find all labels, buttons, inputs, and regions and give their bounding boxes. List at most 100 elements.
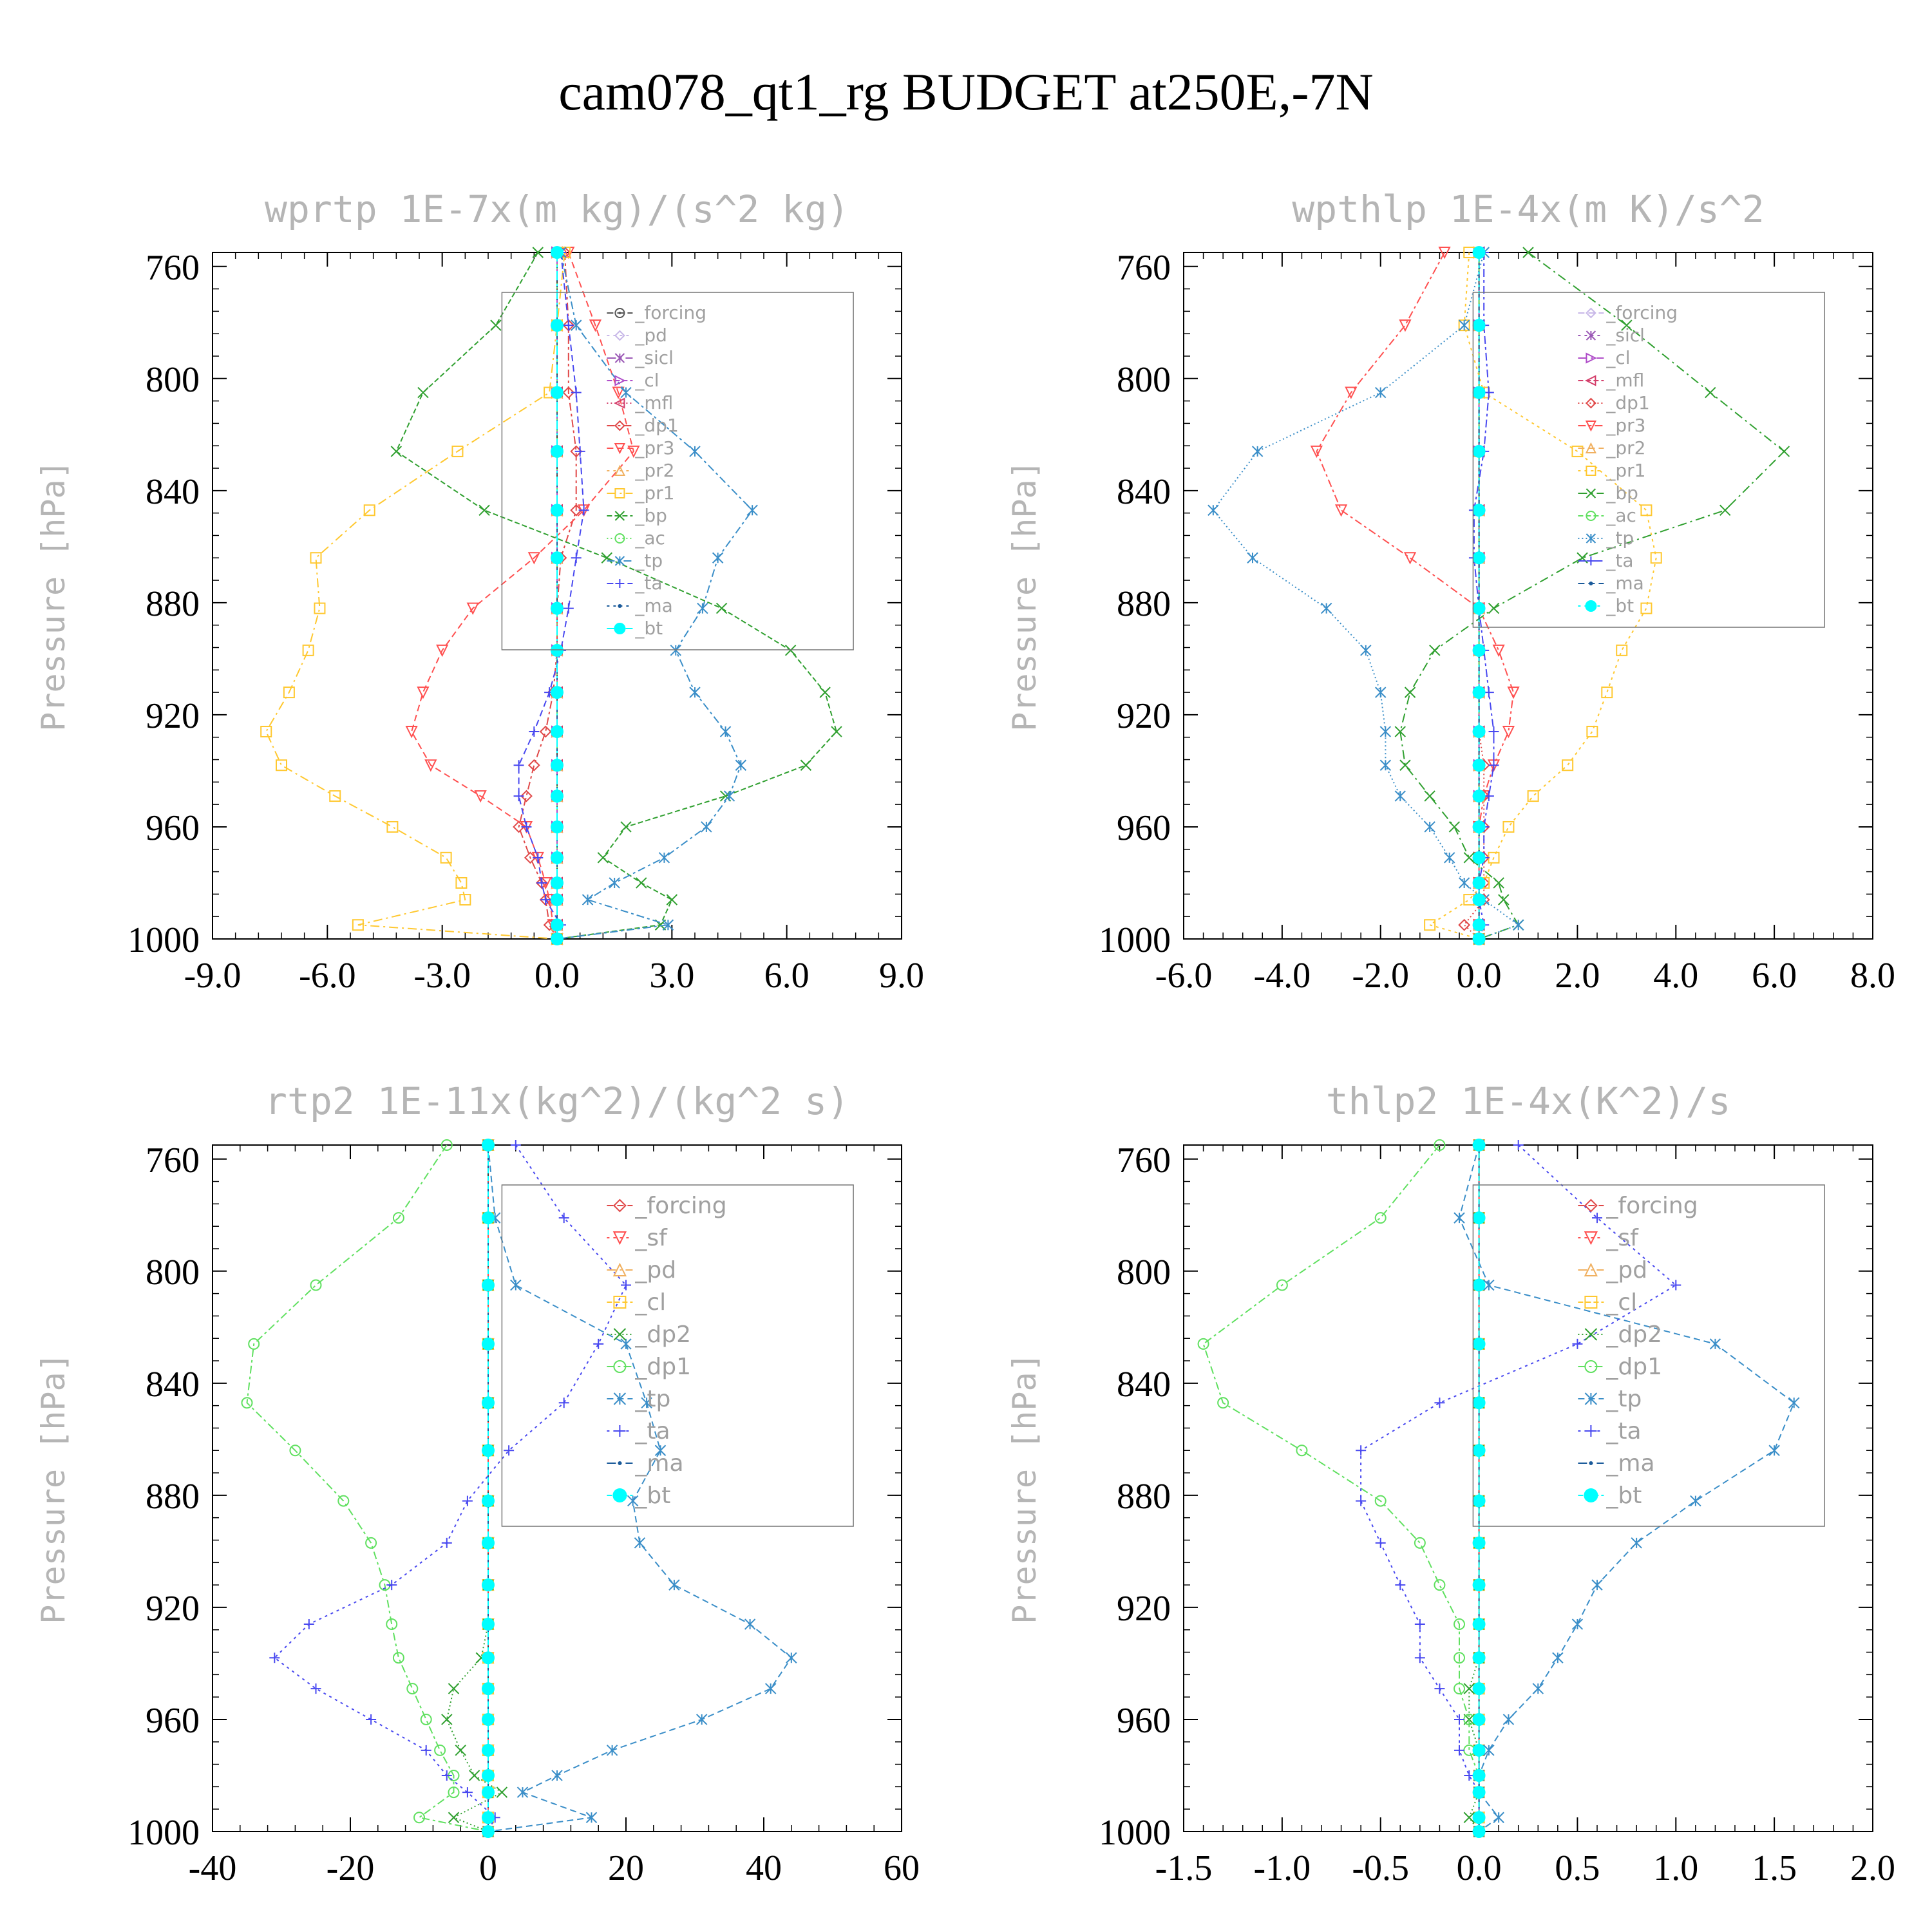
data-point <box>248 1338 260 1350</box>
data-point <box>1493 1812 1504 1823</box>
legend-marker <box>1586 488 1596 498</box>
data-point <box>764 1683 777 1694</box>
legend-marker <box>614 353 625 363</box>
data-point <box>474 790 487 803</box>
x-tick-label: 6.0 <box>1752 956 1797 996</box>
data-point <box>1472 759 1486 772</box>
data-point <box>658 852 670 864</box>
data-point <box>1463 1683 1475 1694</box>
x-tick-label: -6.0 <box>1155 956 1213 996</box>
panel-thlp2: thlp2 1E-4x(K^2)/s Pressure [hPa] -1.5 -1.0… <box>1006 1079 1895 1888</box>
data-point <box>421 1745 431 1756</box>
legend-entry: _forcing <box>1578 302 1678 323</box>
legend-label: _dp2 <box>634 1321 691 1348</box>
data-point <box>1472 876 1486 889</box>
data-point <box>1472 1278 1486 1292</box>
data-point <box>482 1536 495 1549</box>
data-point <box>1375 687 1387 698</box>
data-point <box>1472 1618 1486 1631</box>
data-point <box>746 504 758 516</box>
legend-entry: _cl <box>1578 347 1631 368</box>
legend-marker <box>1584 1488 1598 1502</box>
data-point <box>1472 918 1486 932</box>
y-tick-label: 1000 <box>1099 920 1171 960</box>
data-point <box>436 644 449 658</box>
series-bp <box>1394 247 1790 945</box>
legend-entry: _pd <box>607 1257 676 1283</box>
data-point <box>521 821 532 832</box>
data-point <box>551 319 564 332</box>
data-point <box>440 851 452 864</box>
legend-marker <box>1585 421 1597 432</box>
x-tick-label: -1.5 <box>1155 1848 1213 1888</box>
x-tick-label: 9.0 <box>879 956 924 996</box>
data-point <box>1472 1811 1486 1824</box>
series-bt <box>1472 246 1486 945</box>
legend-entry: _dp1 <box>607 1354 691 1380</box>
data-point <box>551 759 564 772</box>
data-point <box>1395 1580 1406 1591</box>
legend-entry: _pr1 <box>1578 460 1646 481</box>
legend-marker <box>1584 1392 1598 1405</box>
data-point <box>1334 504 1348 517</box>
data-point <box>1502 1714 1515 1725</box>
legend-marker <box>614 443 626 455</box>
data-point <box>1454 1618 1465 1631</box>
legend-entry: _dp1 <box>1578 1354 1662 1380</box>
data-point <box>1562 759 1574 772</box>
data-point <box>551 686 564 699</box>
data-point <box>314 602 326 614</box>
data-point <box>819 687 831 698</box>
data-point <box>636 877 647 889</box>
data-point <box>1247 552 1258 564</box>
legend-label: _mfl <box>634 392 673 413</box>
legend-marker <box>614 533 625 544</box>
data-point <box>662 919 674 931</box>
legend-label: _pd <box>634 325 667 346</box>
panel-wprtp: wprtp 1E-7x(m kg)/(s^2 kg) Pressure [hPa]… <box>35 187 924 996</box>
data-point <box>269 1653 280 1663</box>
legend-label: _pr3 <box>1605 415 1645 436</box>
legend-entry: _forcing <box>607 1193 727 1219</box>
data-point <box>329 790 341 802</box>
data-point <box>1492 644 1505 658</box>
y-tick-label: 960 <box>146 1701 200 1741</box>
data-point <box>551 918 564 932</box>
legend-label: _cl <box>634 1289 666 1316</box>
data-point <box>1571 1618 1584 1630</box>
data-point <box>533 852 544 863</box>
panel-title: thlp2 1E-4x(K^2)/s <box>1326 1079 1731 1123</box>
data-point <box>689 687 701 698</box>
data-point <box>482 1743 495 1757</box>
data-point <box>1399 759 1411 771</box>
data-point <box>386 1580 397 1591</box>
data-point <box>520 790 533 802</box>
legend-entry: _pr3 <box>1578 415 1646 436</box>
legend-marker <box>1584 1296 1598 1309</box>
data-point <box>462 1787 473 1798</box>
legend-marker <box>1585 1425 1597 1437</box>
data-point <box>735 759 747 771</box>
data-point <box>551 790 564 803</box>
data-point <box>1379 726 1392 737</box>
data-point <box>1513 1140 1524 1150</box>
data-point <box>1276 1279 1288 1291</box>
data-point <box>482 1651 495 1665</box>
data-point <box>563 320 574 331</box>
data-point <box>1472 1682 1486 1696</box>
data-point <box>1472 1651 1486 1665</box>
legend-label: _pd <box>1605 1257 1647 1283</box>
data-point <box>504 1445 515 1456</box>
data-point <box>571 553 582 564</box>
data-point <box>1621 319 1633 331</box>
legend-entry: _bt <box>1578 1482 1642 1509</box>
y-tick-label: 960 <box>1117 808 1171 848</box>
series-line <box>1463 252 1485 940</box>
data-point <box>551 876 564 889</box>
data-point <box>1403 552 1417 565</box>
data-point <box>1394 790 1406 802</box>
legend: _forcing _sf _pd _cl _dp2 _dp1 _tp _ta _ma _bt <box>501 1184 854 1527</box>
data-point <box>386 1618 398 1631</box>
legend-box <box>501 1184 854 1527</box>
data-point <box>1488 760 1499 771</box>
